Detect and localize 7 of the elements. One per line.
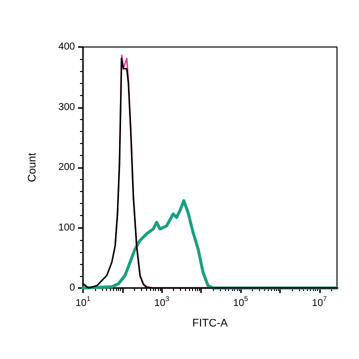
y-tick-label: 0 [69,282,76,294]
y-tick-label: 100 [58,222,76,234]
y-tick-label: 200 [58,162,76,173]
y-axis-title: Count [26,152,38,182]
y-tick-label: 300 [58,102,76,113]
y-tick-label: 400 [58,42,76,52]
x-axis-title: FITC-A [192,318,228,330]
